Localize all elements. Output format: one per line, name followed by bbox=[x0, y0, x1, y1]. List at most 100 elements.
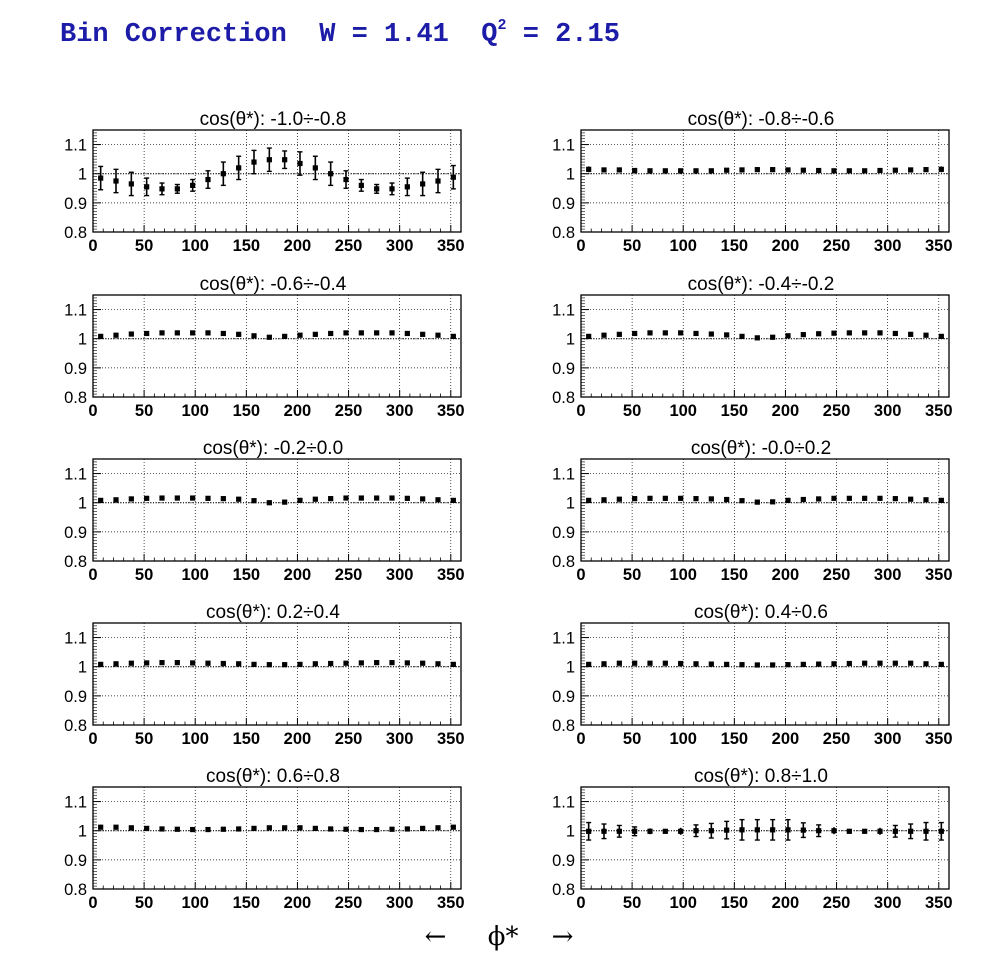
data-marker bbox=[862, 660, 868, 666]
panel-title: cos(θ*): -0.8÷-0.6 bbox=[688, 109, 835, 130]
data-marker bbox=[159, 186, 165, 192]
left-arrow-icon: ← bbox=[424, 922, 447, 952]
data-point bbox=[846, 330, 852, 336]
data-point bbox=[174, 660, 180, 666]
data-marker bbox=[678, 660, 684, 667]
data-point bbox=[174, 183, 180, 194]
data-point bbox=[128, 496, 134, 502]
title-w-label: W = 1.41 bbox=[319, 20, 449, 50]
x-tick-label: 300 bbox=[386, 237, 414, 255]
data-marker bbox=[374, 186, 380, 192]
data-marker bbox=[98, 175, 104, 181]
x-tick-label: 350 bbox=[437, 237, 465, 255]
data-point bbox=[770, 334, 776, 340]
chart-panel-2: 0 50 100 150 200 250 300 350 0.8 0.9 1 1.1 cos(θ*): … bbox=[552, 109, 952, 255]
data-marker bbox=[266, 157, 272, 163]
chart-panel-10: 0 50 100 150 200 250 300 350 0.8 0.9 1 1.1 cos(θ*): … bbox=[552, 766, 952, 912]
data-point bbox=[328, 660, 334, 667]
data-point bbox=[128, 825, 134, 831]
data-point bbox=[144, 660, 150, 666]
data-point bbox=[938, 821, 944, 841]
x-tick-label: 50 bbox=[623, 402, 641, 420]
data-point bbox=[708, 822, 714, 839]
y-tick-label: 1 bbox=[566, 823, 575, 841]
data-marker bbox=[312, 331, 318, 337]
x-tick-label: 250 bbox=[823, 894, 851, 912]
data-point bbox=[877, 827, 883, 835]
data-point bbox=[662, 660, 668, 666]
data-marker bbox=[190, 330, 196, 336]
data-point bbox=[846, 495, 852, 501]
data-marker bbox=[113, 332, 119, 338]
data-point bbox=[144, 177, 150, 197]
data-point bbox=[662, 828, 668, 834]
data-point bbox=[220, 660, 226, 667]
data-marker bbox=[586, 661, 592, 667]
data-point bbox=[739, 818, 745, 841]
data-marker bbox=[343, 826, 349, 832]
data-marker bbox=[616, 496, 622, 502]
data-point bbox=[647, 495, 653, 501]
data-marker bbox=[846, 330, 852, 336]
data-marker bbox=[846, 168, 852, 174]
data-point bbox=[846, 660, 852, 667]
data-point bbox=[586, 333, 592, 339]
data-point bbox=[174, 826, 180, 832]
panel-title: cos(θ*): 0.6÷0.8 bbox=[206, 766, 340, 787]
x-axis-caption: ← ϕ* → bbox=[0, 922, 998, 952]
data-marker bbox=[251, 825, 257, 831]
data-marker bbox=[862, 828, 868, 834]
y-tick-label: 0.9 bbox=[64, 688, 87, 706]
data-marker bbox=[739, 498, 745, 504]
data-marker bbox=[174, 495, 180, 501]
x-tick-label: 300 bbox=[386, 402, 414, 420]
data-marker bbox=[678, 168, 684, 174]
data-marker bbox=[404, 660, 410, 666]
data-point bbox=[404, 660, 410, 666]
plot-frame bbox=[580, 622, 950, 726]
data-point bbox=[708, 496, 714, 502]
data-marker bbox=[616, 660, 622, 666]
chart-panel-7: 0 50 100 150 200 250 300 350 0.8 0.9 1 1.1 cos(θ*): … bbox=[64, 602, 464, 748]
data-point bbox=[159, 330, 165, 336]
data-point bbox=[662, 168, 668, 174]
data-marker bbox=[831, 495, 837, 501]
data-marker bbox=[647, 495, 653, 501]
data-point bbox=[343, 170, 349, 189]
data-marker bbox=[220, 496, 226, 502]
data-point bbox=[358, 178, 364, 192]
data-point bbox=[98, 497, 104, 503]
data-point bbox=[282, 150, 288, 170]
data-point bbox=[435, 168, 441, 194]
data-point bbox=[435, 661, 441, 667]
data-point bbox=[908, 331, 914, 337]
title-q-superscript: 2 bbox=[497, 17, 507, 34]
y-tick-label: 1 bbox=[566, 166, 575, 184]
data-point bbox=[938, 333, 944, 339]
data-marker bbox=[938, 497, 944, 503]
data-marker bbox=[831, 330, 837, 336]
x-tick-label: 100 bbox=[181, 566, 209, 584]
data-marker bbox=[435, 825, 441, 831]
data-marker bbox=[601, 661, 607, 667]
data-marker bbox=[282, 825, 288, 831]
data-point bbox=[144, 825, 150, 831]
data-point bbox=[754, 499, 760, 505]
data-marker bbox=[205, 826, 211, 833]
data-point bbox=[404, 495, 410, 501]
x-tick-label: 250 bbox=[335, 566, 363, 584]
data-marker bbox=[282, 499, 288, 505]
panel-title: cos(θ*): -0.4÷-0.2 bbox=[688, 274, 835, 295]
data-marker bbox=[220, 330, 226, 337]
data-point bbox=[113, 168, 119, 194]
data-marker bbox=[358, 495, 364, 501]
data-marker bbox=[616, 167, 622, 173]
panel-title: cos(θ*): -0.2÷0.0 bbox=[203, 438, 343, 459]
data-marker bbox=[739, 333, 745, 339]
data-point bbox=[190, 495, 196, 501]
data-marker bbox=[190, 660, 196, 666]
data-point bbox=[892, 660, 898, 666]
y-tick-label: 1.1 bbox=[64, 302, 87, 320]
y-tick-label: 0.8 bbox=[64, 717, 87, 735]
data-point bbox=[785, 662, 791, 668]
